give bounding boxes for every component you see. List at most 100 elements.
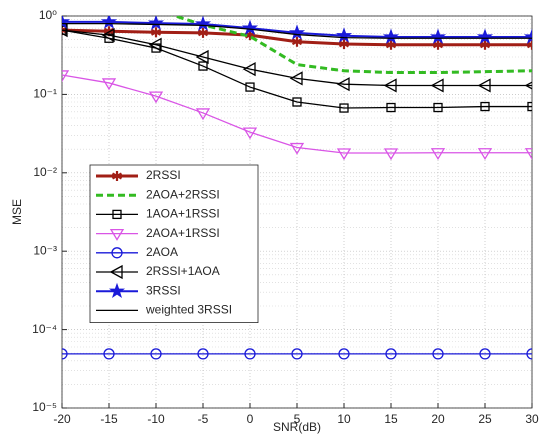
legend-label: 2AOA+1RSSI — [146, 226, 220, 240]
legend: 2RSSI 2AOA+2RSSI 1AOA+1RSSI 2AOA+1RSSI 2AOA 2… — [89, 164, 259, 324]
marker — [289, 142, 305, 155]
marker — [103, 348, 115, 360]
plot-frame — [61, 15, 533, 409]
marker — [197, 27, 209, 38]
marker — [430, 148, 446, 161]
marker — [526, 39, 532, 50]
series-line — [62, 29, 532, 109]
marker — [292, 97, 302, 107]
marker — [194, 16, 212, 31]
x-tick-label: -5 — [198, 412, 209, 426]
plot-lines — [62, 16, 532, 360]
marker — [476, 28, 494, 44]
marker — [338, 348, 350, 360]
marker — [336, 77, 350, 92]
marker — [524, 148, 532, 161]
series-line — [62, 22, 532, 39]
marker — [382, 28, 400, 44]
marker — [148, 91, 164, 104]
marker — [480, 101, 490, 112]
marker — [151, 43, 161, 53]
marker — [526, 348, 532, 360]
marker — [111, 171, 123, 181]
marker — [479, 39, 491, 50]
y-tick-label: 10⁰ — [39, 8, 57, 22]
marker — [432, 348, 444, 360]
x-tick-label: -15 — [100, 412, 118, 426]
y-tick-label: 10⁻⁵ — [32, 400, 57, 414]
marker — [479, 348, 491, 360]
marker — [147, 16, 165, 31]
series-line — [62, 74, 532, 154]
marker — [109, 228, 125, 241]
marker — [150, 348, 162, 360]
marker — [150, 27, 162, 38]
x-tick-label: 0 — [247, 412, 254, 426]
marker — [336, 148, 352, 161]
marker — [524, 81, 532, 90]
marker — [62, 70, 70, 83]
marker — [383, 148, 399, 161]
marker — [338, 38, 350, 49]
y-tick-label: 10⁻⁴ — [32, 322, 57, 336]
y-tick-label: 10⁻¹ — [33, 87, 57, 101]
marker — [62, 25, 68, 36]
marker — [101, 28, 115, 43]
marker — [104, 33, 114, 43]
legend-label: 2RSSI+1AOA — [146, 264, 220, 278]
marker — [195, 108, 211, 121]
marker — [289, 71, 303, 86]
marker — [62, 348, 68, 360]
x-tick-label: 15 — [384, 412, 398, 426]
x-tick-label: 30 — [525, 412, 539, 426]
y-axis-label: MSE — [10, 199, 24, 225]
series-line — [62, 29, 532, 87]
legend-label: 3RSSI — [146, 283, 181, 297]
marker — [385, 39, 397, 50]
marker — [148, 37, 162, 52]
marker — [62, 23, 68, 38]
marker — [383, 78, 397, 93]
marker — [477, 148, 493, 161]
x-tick-label: 25 — [478, 412, 492, 426]
marker — [197, 348, 209, 360]
marker — [430, 78, 444, 93]
marker — [429, 28, 447, 44]
marker — [335, 27, 353, 43]
marker — [62, 16, 71, 29]
marker — [433, 102, 443, 113]
legend-label: 2AOA+2RSSI — [146, 187, 220, 201]
marker — [198, 61, 208, 71]
legend-label: weighted 3RSSI — [145, 303, 232, 317]
marker — [242, 62, 256, 77]
marker — [291, 348, 303, 360]
marker — [288, 24, 306, 40]
series-line — [170, 16, 532, 75]
marker — [112, 209, 122, 220]
marker — [242, 127, 258, 140]
marker — [385, 348, 397, 360]
marker — [111, 247, 123, 259]
x-tick-label: 5 — [294, 412, 301, 426]
marker — [339, 103, 349, 113]
x-tick-label: -20 — [53, 412, 71, 426]
x-tick-label: 10 — [337, 412, 351, 426]
marker — [291, 36, 303, 47]
marker — [195, 49, 209, 65]
marker — [386, 102, 396, 113]
marker — [523, 28, 532, 44]
y-tick-label: 10⁻³ — [33, 243, 57, 257]
marker — [241, 19, 259, 36]
y-tick-label: 10⁻² — [33, 165, 57, 179]
marker — [432, 39, 444, 50]
marker — [101, 78, 117, 91]
x-axis-label: SNR(dB) — [273, 420, 321, 434]
marker — [245, 82, 255, 92]
legend-box — [89, 164, 259, 324]
marker — [100, 16, 118, 29]
x-tick-label: -10 — [147, 412, 165, 426]
marker — [477, 78, 491, 93]
marker — [244, 348, 256, 360]
legend-label: 2RSSI — [146, 168, 181, 182]
